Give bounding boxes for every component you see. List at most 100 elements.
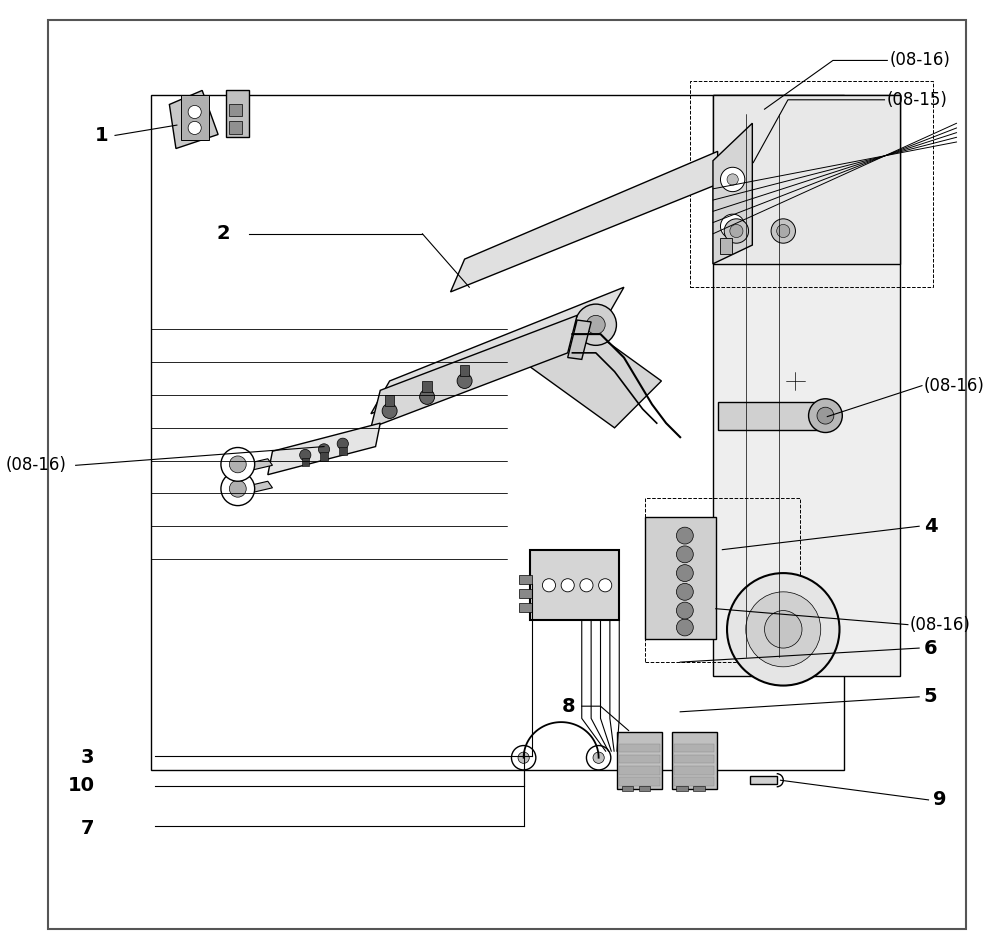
Circle shape <box>382 403 397 418</box>
Bar <box>385 395 394 406</box>
Text: (08-16): (08-16) <box>910 616 971 634</box>
Polygon shape <box>240 459 272 472</box>
Text: 3: 3 <box>81 748 94 767</box>
Circle shape <box>771 219 795 243</box>
Circle shape <box>676 546 693 563</box>
Circle shape <box>511 745 536 770</box>
Bar <box>181 95 209 140</box>
Circle shape <box>337 438 348 449</box>
Bar <box>460 365 469 376</box>
Circle shape <box>586 745 611 770</box>
Bar <box>617 732 662 789</box>
Circle shape <box>676 565 693 582</box>
Bar <box>229 121 242 133</box>
Bar <box>672 732 717 789</box>
Polygon shape <box>371 315 577 428</box>
Polygon shape <box>713 123 752 264</box>
Circle shape <box>676 603 693 619</box>
Bar <box>619 744 660 752</box>
Circle shape <box>457 373 472 388</box>
Text: 6: 6 <box>924 638 937 658</box>
Circle shape <box>542 579 556 592</box>
Bar <box>229 103 242 116</box>
Text: (08-16): (08-16) <box>5 456 66 475</box>
Circle shape <box>593 752 604 763</box>
Bar <box>645 498 800 662</box>
Circle shape <box>730 225 743 238</box>
Polygon shape <box>530 320 661 428</box>
Circle shape <box>720 167 745 192</box>
Polygon shape <box>240 481 272 494</box>
Bar <box>693 786 705 791</box>
Text: (08-16): (08-16) <box>889 52 950 70</box>
Circle shape <box>676 619 693 635</box>
Text: 7: 7 <box>81 819 94 838</box>
Bar <box>619 766 660 775</box>
Circle shape <box>188 121 201 134</box>
Text: 4: 4 <box>924 517 937 536</box>
Circle shape <box>229 480 246 497</box>
Bar <box>619 755 660 763</box>
Circle shape <box>727 174 738 185</box>
Circle shape <box>599 579 612 592</box>
Bar <box>674 766 714 775</box>
Bar <box>720 238 732 255</box>
Bar <box>320 452 328 461</box>
Circle shape <box>817 407 834 424</box>
Bar <box>713 95 900 676</box>
Bar <box>422 381 432 392</box>
Bar <box>151 95 844 770</box>
Bar <box>226 90 249 137</box>
Text: 2: 2 <box>217 225 230 243</box>
Bar <box>619 777 660 786</box>
Circle shape <box>676 527 693 544</box>
Bar <box>674 744 714 752</box>
Bar <box>676 786 688 791</box>
Text: 10: 10 <box>67 776 94 795</box>
Circle shape <box>518 752 529 763</box>
Bar <box>519 603 532 613</box>
Text: 5: 5 <box>924 687 937 706</box>
Circle shape <box>676 584 693 601</box>
Circle shape <box>586 315 605 334</box>
Bar <box>519 575 532 585</box>
Text: 8: 8 <box>562 697 575 715</box>
Circle shape <box>746 592 821 666</box>
Circle shape <box>229 456 246 473</box>
Bar <box>519 589 532 599</box>
Polygon shape <box>568 320 591 359</box>
Bar <box>302 458 309 466</box>
Circle shape <box>318 444 330 455</box>
Circle shape <box>188 105 201 118</box>
Bar <box>639 786 650 791</box>
Circle shape <box>221 447 255 481</box>
Polygon shape <box>451 151 718 292</box>
Bar <box>339 446 347 455</box>
Circle shape <box>765 611 802 648</box>
Bar <box>674 777 714 786</box>
Circle shape <box>420 389 435 404</box>
Circle shape <box>809 399 842 432</box>
Circle shape <box>724 219 749 243</box>
Polygon shape <box>371 288 624 414</box>
Circle shape <box>300 449 311 461</box>
Bar <box>622 786 633 791</box>
Text: (08-16): (08-16) <box>924 377 985 395</box>
Text: 9: 9 <box>933 791 947 809</box>
Text: (08-15): (08-15) <box>886 91 947 109</box>
Polygon shape <box>169 90 218 149</box>
Circle shape <box>221 472 255 506</box>
Circle shape <box>727 573 839 685</box>
Circle shape <box>575 305 616 345</box>
Circle shape <box>720 214 745 239</box>
Circle shape <box>580 579 593 592</box>
Bar <box>690 81 933 288</box>
Polygon shape <box>268 423 380 475</box>
Circle shape <box>561 579 574 592</box>
Bar <box>713 95 900 264</box>
Bar <box>750 776 777 784</box>
Text: 1: 1 <box>95 126 108 145</box>
Circle shape <box>777 225 790 238</box>
Bar <box>674 755 714 763</box>
Bar <box>645 517 716 638</box>
